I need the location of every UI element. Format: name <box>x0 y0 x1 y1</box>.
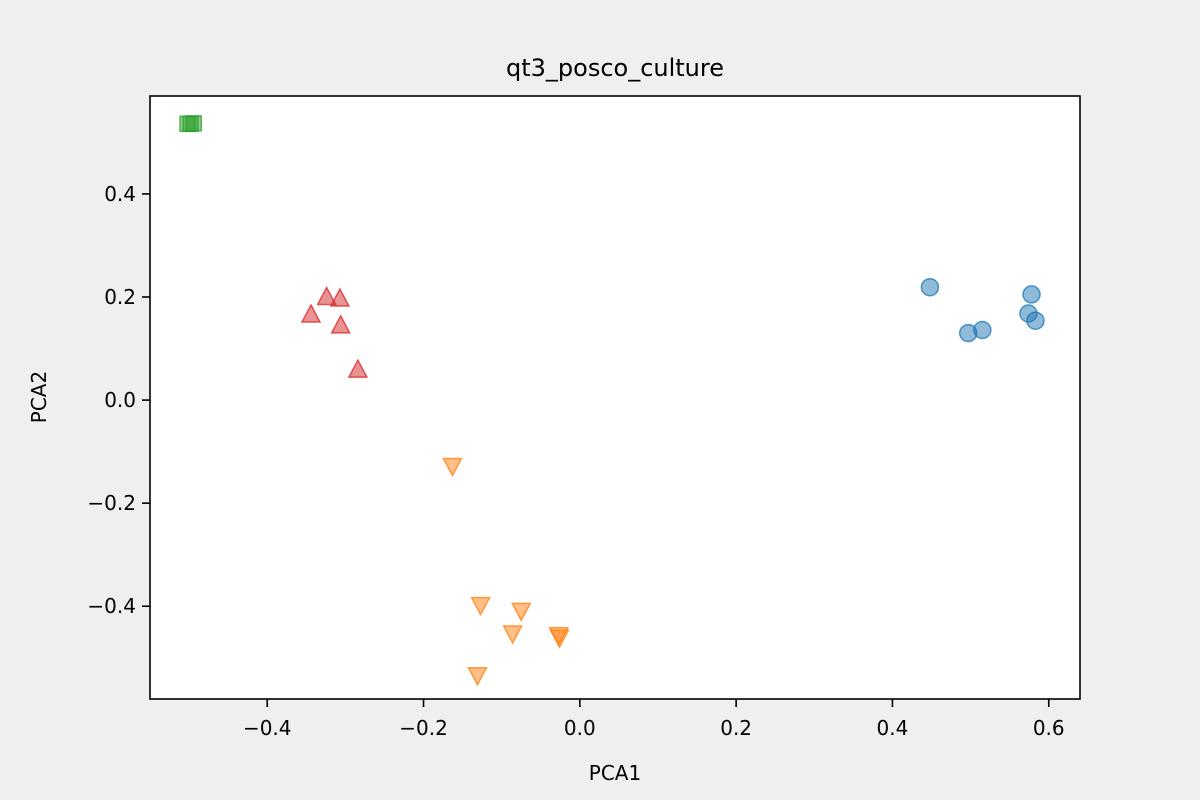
chart-title: qt3_posco_culture <box>506 54 724 82</box>
y-tick-label: 0.0 <box>104 388 136 412</box>
x-tick-label: −0.4 <box>243 716 292 740</box>
x-axis-label: PCA1 <box>589 761 641 785</box>
x-tick-label: −0.2 <box>399 716 448 740</box>
plot-area <box>150 96 1080 699</box>
data-point-square <box>185 115 203 132</box>
data-point-triangle-down <box>502 625 523 645</box>
x-tick-label: 0.0 <box>564 716 596 740</box>
x-tick-label: 0.2 <box>720 716 752 740</box>
data-point-circle <box>973 320 992 340</box>
x-tick-label: 0.4 <box>877 716 909 740</box>
data-point-triangle-down <box>549 629 570 649</box>
data-point-triangle-down <box>442 457 463 478</box>
data-point-triangle-down <box>470 596 491 617</box>
data-points <box>179 115 1045 687</box>
data-point-circle <box>920 277 940 297</box>
data-point-circle <box>1022 285 1041 304</box>
y-axis: −0.4 −0.2 0.0 0.2 0.4 <box>87 182 150 618</box>
y-tick-label: 0.2 <box>104 285 136 309</box>
x-tick-label: 0.6 <box>1033 716 1065 740</box>
data-point-triangle-up <box>316 285 337 306</box>
data-point-triangle-down <box>510 602 532 622</box>
plot-frame <box>149 95 1081 700</box>
data-point-triangle-down <box>467 667 488 687</box>
y-tick-label: −0.2 <box>87 491 136 515</box>
data-point-triangle-up <box>347 358 369 378</box>
x-axis: −0.4 −0.2 0.0 0.2 0.4 0.6 <box>243 699 1065 740</box>
y-tick-label: 0.4 <box>104 182 136 206</box>
y-axis-label: PCA2 <box>27 371 51 423</box>
data-point-triangle-up <box>330 314 351 334</box>
y-tick-label: −0.4 <box>87 594 136 618</box>
data-point-circle <box>1026 311 1045 330</box>
data-point-triangle-up <box>300 303 322 323</box>
data-point-triangle-up <box>329 287 351 307</box>
